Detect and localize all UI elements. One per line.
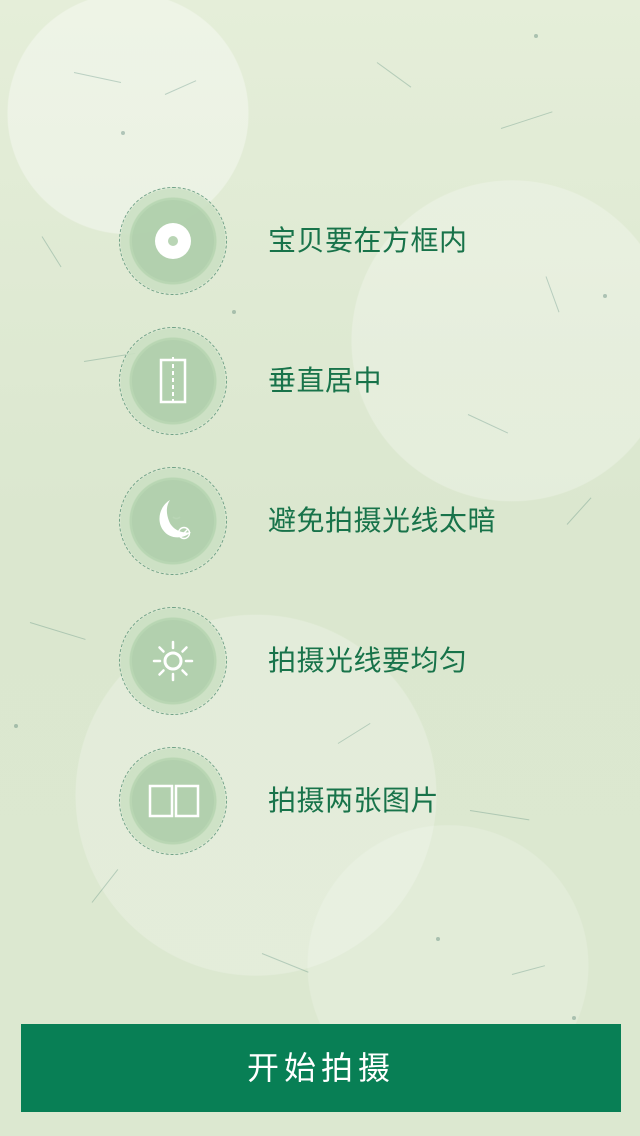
moon-icon-container <box>119 467 227 575</box>
two-pictures-icon <box>148 784 200 818</box>
tip-text: 宝贝要在方框内 <box>268 224 468 257</box>
capture-tips-list: 宝贝要在方框内 垂直居中 避免拍摄光线太暗 <box>0 186 640 856</box>
tip-text: 垂直居中 <box>268 364 383 397</box>
tip-text: 拍摄两张图片 <box>268 784 440 817</box>
sun-icon <box>152 640 194 682</box>
vertical-center-icon-container <box>119 327 227 435</box>
paper-speck <box>572 1016 576 1020</box>
target-icon-container <box>119 187 227 295</box>
tip-row: 拍摄光线要均匀 <box>0 606 640 716</box>
start-shooting-button[interactable]: 开始拍摄 <box>21 1024 621 1112</box>
two-pictures-icon-container <box>119 747 227 855</box>
vertical-center-icon <box>159 357 187 405</box>
moon-icon <box>159 500 191 540</box>
tip-row: 拍摄两张图片 <box>0 746 640 856</box>
sun-icon-container <box>119 607 227 715</box>
target-icon <box>155 223 191 259</box>
tip-text: 避免拍摄光线太暗 <box>268 504 497 537</box>
tip-row: 宝贝要在方框内 <box>0 186 640 296</box>
tip-row: 避免拍摄光线太暗 <box>0 466 640 576</box>
tip-row: 垂直居中 <box>0 326 640 436</box>
tip-text: 拍摄光线要均匀 <box>268 644 468 677</box>
